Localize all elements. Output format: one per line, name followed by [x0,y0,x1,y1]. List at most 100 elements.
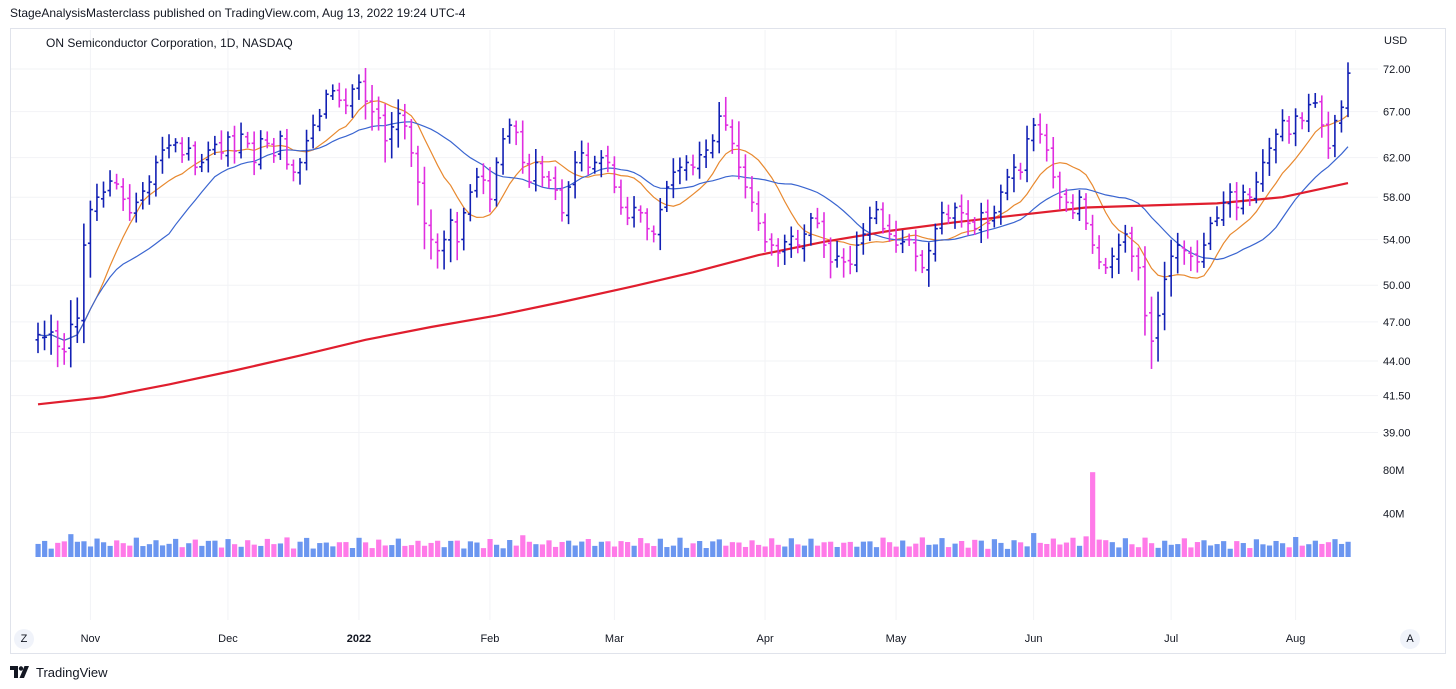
ohlc-bar [683,155,689,181]
volume-bar [526,541,532,557]
auto-scale-button[interactable]: A [1400,629,1420,649]
ohlc-bar [657,198,663,251]
ohlc-bar [546,171,552,189]
tradingview-brand[interactable]: TradingView [10,662,108,682]
volume-bar [945,547,952,557]
ohlc-bar [1149,296,1154,369]
volume-bar [952,543,958,557]
ohlc-bar [1227,183,1233,218]
volume-bar [611,546,618,557]
volume-bar [1280,543,1286,557]
ohlc-bar [834,240,840,268]
volume-bar [1122,538,1128,557]
volume-bar [985,548,991,557]
ohlc-bar [166,134,172,159]
volume-bar [756,544,762,557]
ohlc-bar [854,231,860,273]
ohlc-bar [310,114,316,149]
ohlc-bar [290,159,296,182]
ohlc-bar [277,130,283,160]
volume-bar [421,545,428,557]
ohlc-bars [35,62,1351,369]
ohlc-bar [808,212,814,246]
volume-bar [186,543,192,557]
price-axis: 72.00 67.00 62.00 58.00 54.00 50.00 47.00 44.00… [1383,64,1411,521]
volume-bar [1024,546,1030,557]
ohlc-bar [441,230,447,270]
symbol-title: ON Semiconductor Corporation, 1D, NASDAQ [46,36,293,50]
ohlc-bar [336,82,342,108]
volume-bar [159,545,166,557]
volume-bar [795,544,801,557]
ohlc-bar [74,297,80,343]
ohlc-bar [264,131,270,149]
volume-bar [1188,547,1194,557]
volume-bar [1162,540,1168,557]
volume-bar [376,539,382,557]
ohlc-bar [284,128,290,170]
ohlc-bar [87,200,93,278]
ohlc-bar [133,192,139,223]
price-tick-label: 67.00 [1383,107,1411,119]
volume-bar [487,539,493,557]
volume-bar [461,548,467,557]
ohlc-bar [1044,123,1050,162]
ohlc-bar [153,155,159,197]
volume-bar [1155,547,1161,557]
volume-bar [1116,547,1122,557]
ohlc-bar [1135,247,1141,281]
volume-bar [1319,543,1325,557]
ohlc-bar [972,217,978,235]
ohlc-bar [906,233,912,247]
ohlc-bar [736,121,742,180]
volume-bar [166,543,172,557]
ohlc-bar [1299,112,1305,130]
volume-bar [1338,543,1345,557]
ohlc-bar [297,158,303,185]
volume-bar [854,546,860,557]
volume-bar [736,542,742,557]
ohlc-bar [1253,171,1259,204]
volume-bar [232,544,238,557]
volume-bar [729,542,735,557]
volume-bar [1142,537,1148,557]
ohlc-bar [828,237,834,279]
volume-bar [87,546,94,557]
volume-bar [939,538,945,557]
volume-bar [133,537,139,557]
volume-bar [723,545,729,557]
ohlc-bar [1011,154,1017,193]
ohlc-bar [1325,111,1331,159]
ohlc-bar [644,208,650,241]
volume-bar [533,544,539,557]
volume-bar [448,540,454,557]
ohlc-bar [68,300,74,368]
volume-bar [310,548,316,557]
volume-bar [828,541,834,557]
ohlc-bar [1240,184,1246,215]
volume-bar [120,543,126,557]
month-label: Feb [480,633,499,645]
volume-bar [205,540,211,557]
time-axis: Nov Dec 2022 Feb Mar Apr May Jun Jul Aug [81,633,1306,645]
ohlc-bar [1247,188,1253,206]
ohlc-bar [1306,93,1312,133]
ohlc-bar [317,108,323,132]
volume-bar [107,545,113,557]
timezone-button[interactable]: Z [14,629,34,649]
ohlc-bar [1332,114,1338,158]
volume-bar [932,544,939,557]
ohlc-bar [880,202,886,234]
volume-bar [644,543,650,557]
ohlc-bar [1273,128,1279,164]
volume-bar [277,543,284,557]
ohlc-bar [415,145,421,206]
volume-bar [690,543,696,557]
volume-bar [258,545,264,557]
volume-bar [81,541,87,557]
volume-bar [1149,543,1155,557]
volume-bar [441,547,447,557]
ohlc-bar [454,211,460,261]
ohlc-bar [860,223,866,255]
